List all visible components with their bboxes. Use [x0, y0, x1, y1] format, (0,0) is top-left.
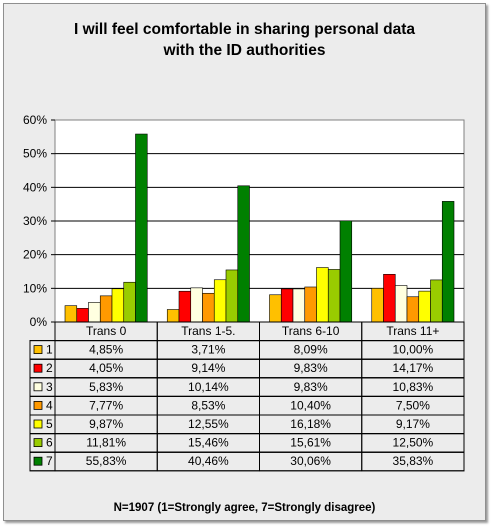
- legend-label: 5: [46, 417, 53, 431]
- bar: [339, 220, 353, 323]
- legend-swatch: [33, 345, 43, 355]
- legend-label: 1: [46, 343, 53, 357]
- bar: [64, 305, 78, 323]
- data-label: 15,46%: [188, 436, 229, 450]
- data-label: 55,83%: [86, 454, 127, 468]
- bar: [88, 302, 101, 323]
- y-tick-label: 60%: [23, 113, 47, 127]
- bar: [327, 269, 341, 323]
- data-label: 4,05%: [89, 361, 123, 375]
- legend-label: 6: [46, 436, 53, 450]
- data-label: 9,17%: [396, 417, 430, 431]
- category-label: Trans 11+: [386, 324, 439, 338]
- bar: [280, 288, 294, 323]
- y-tick-label: 20%: [23, 248, 47, 262]
- data-label: 30,06%: [290, 454, 331, 468]
- bar: [76, 308, 89, 323]
- data-label: 14,17%: [393, 361, 434, 375]
- data-label: 11,81%: [86, 436, 126, 450]
- legend-swatch: [33, 419, 43, 429]
- legend-label: 4: [46, 398, 53, 412]
- bar: [213, 279, 227, 323]
- bar: [406, 296, 420, 323]
- data-label: 35,83%: [393, 454, 434, 468]
- data-label: 10,00%: [393, 343, 434, 357]
- bar: [237, 185, 250, 323]
- bar: [178, 290, 192, 323]
- category-label: Trans 0: [86, 324, 127, 338]
- legend-swatch: [33, 363, 43, 373]
- chart-title: I will feel comfortable in sharing perso…: [4, 19, 485, 61]
- data-label: 10,83%: [393, 380, 434, 394]
- bar: [190, 287, 203, 323]
- bar: [430, 279, 443, 323]
- chart-frame: I will feel comfortable in sharing perso…: [3, 3, 486, 521]
- bar: [99, 295, 113, 323]
- bar: [418, 290, 431, 323]
- table-cell: [361, 451, 465, 472]
- chart-title-line-1: I will feel comfortable in sharing perso…: [73, 21, 416, 38]
- category-label: Trans 6-10: [282, 324, 340, 338]
- bar: [225, 269, 239, 323]
- data-label: 16,18%: [290, 417, 331, 431]
- bar: [441, 201, 455, 323]
- data-label: 15,61%: [290, 436, 331, 450]
- data-label: 3,71%: [191, 343, 225, 357]
- y-tick-label: 30%: [23, 214, 47, 228]
- legend-swatch: [33, 438, 43, 448]
- y-tick-label: 40%: [23, 180, 47, 194]
- bar: [292, 288, 306, 323]
- y-tick-label: 50%: [23, 147, 47, 161]
- bar: [304, 286, 317, 323]
- bar: [371, 288, 384, 323]
- bar: [166, 309, 180, 323]
- bar: [394, 285, 408, 323]
- bar: [111, 288, 125, 323]
- data-label: 40,46%: [188, 454, 229, 468]
- legend-swatch: [33, 382, 43, 392]
- data-label: 8,53%: [191, 398, 225, 412]
- legend-swatch: [33, 456, 43, 466]
- bar: [123, 281, 136, 323]
- data-label: 10,40%: [290, 398, 331, 412]
- bar: [269, 294, 282, 323]
- chart-footnote: N=1907 (1=Strongly agree, 7=Strongly dis…: [113, 502, 376, 514]
- data-label: 10,14%: [188, 380, 229, 394]
- data-label: 7,50%: [396, 398, 430, 412]
- data-label: 12,55%: [188, 417, 229, 431]
- bar: [135, 133, 148, 323]
- legend-label: 3: [46, 380, 53, 394]
- chart-svg: 0% 10% 20% 30% 40% 50% 60% Trans 0 Trans 1-5. Tra…: [23, 113, 465, 472]
- y-tick-label: 10%: [23, 281, 47, 295]
- data-label: 8,09%: [294, 343, 328, 357]
- bar: [383, 273, 396, 323]
- bar: [202, 292, 215, 323]
- legend-swatch: [33, 400, 43, 410]
- data-label: 12,50%: [393, 436, 434, 450]
- chart-title-line-2: with the ID authorities: [163, 42, 326, 59]
- data-label: 9,83%: [294, 361, 328, 375]
- legend-label: 2: [46, 361, 53, 375]
- category-label: Trans 1-5.: [181, 324, 235, 338]
- data-label: 5,83%: [89, 380, 123, 394]
- y-tick-label: 0%: [30, 315, 48, 329]
- data-label: 9,87%: [89, 417, 123, 431]
- data-label: 9,14%: [191, 361, 225, 375]
- bar: [316, 267, 329, 323]
- legend-label: 7: [46, 454, 53, 468]
- data-label: 9,83%: [294, 380, 328, 394]
- data-label: 7,77%: [89, 398, 123, 412]
- data-label: 4,85%: [89, 343, 123, 357]
